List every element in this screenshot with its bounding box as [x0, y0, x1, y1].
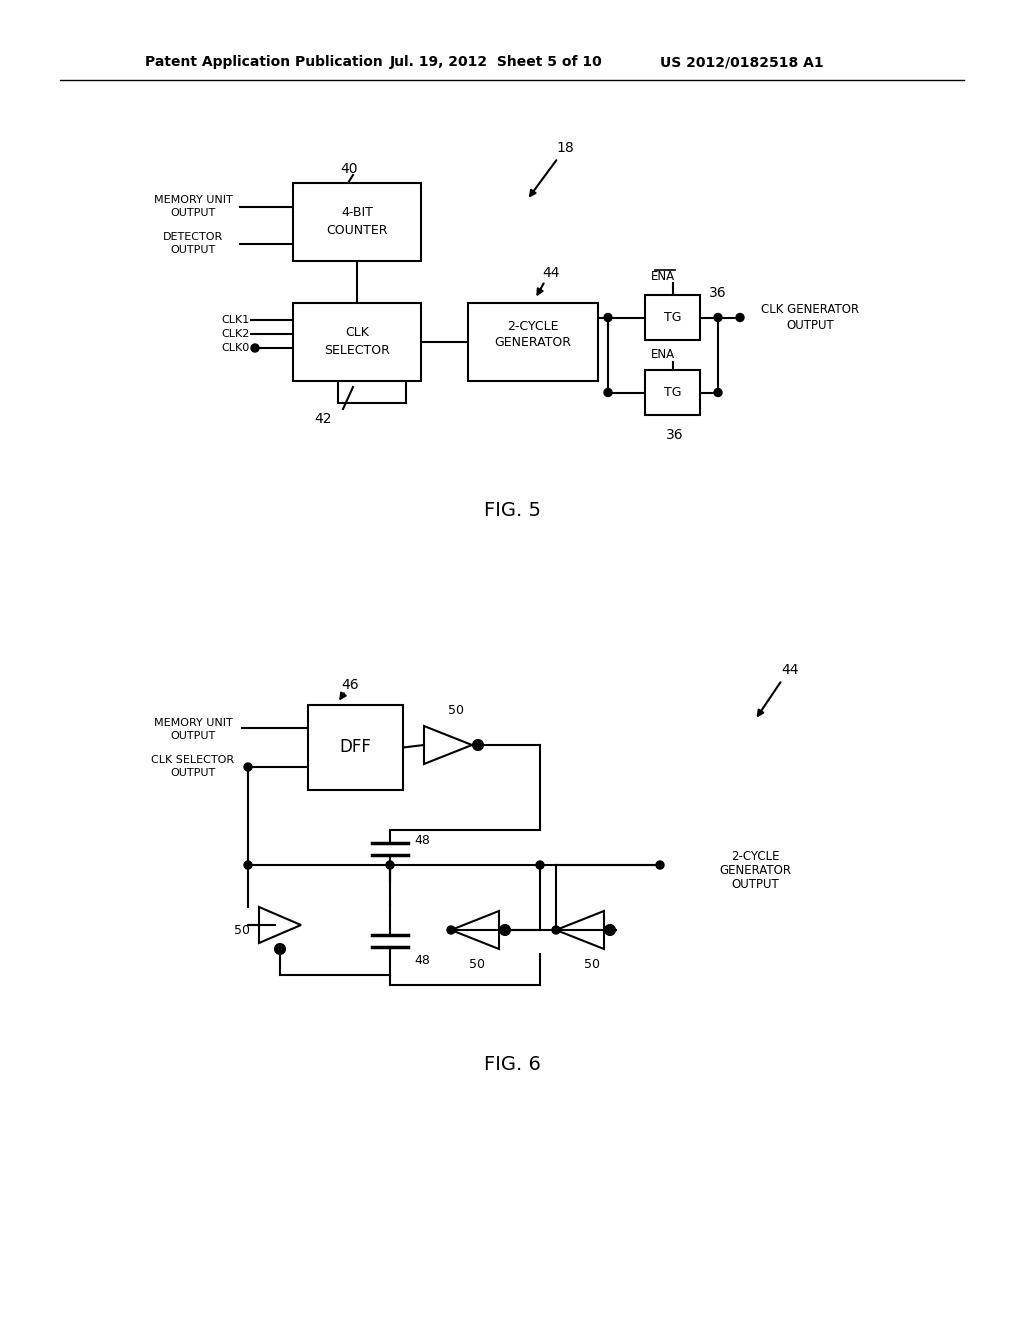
Text: OUTPUT: OUTPUT [170, 209, 216, 218]
Text: OUTPUT: OUTPUT [731, 879, 779, 891]
Text: 50: 50 [449, 705, 464, 718]
Circle shape [244, 763, 252, 771]
Text: GENERATOR: GENERATOR [495, 335, 571, 348]
Circle shape [275, 944, 285, 954]
Text: 18: 18 [556, 141, 573, 154]
Text: CLK0: CLK0 [222, 343, 250, 352]
Bar [308, 705, 403, 789]
Text: SELECTOR: SELECTOR [324, 345, 390, 358]
Text: 44: 44 [543, 267, 560, 280]
Text: MEMORY UNIT: MEMORY UNIT [154, 718, 232, 729]
Circle shape [604, 388, 612, 396]
Circle shape [447, 927, 455, 935]
Circle shape [656, 861, 664, 869]
Bar [468, 304, 598, 381]
Circle shape [604, 314, 612, 322]
Text: Jul. 19, 2012  Sheet 5 of 10: Jul. 19, 2012 Sheet 5 of 10 [390, 55, 603, 69]
Circle shape [552, 927, 560, 935]
Text: 36: 36 [710, 286, 727, 300]
Circle shape [736, 314, 744, 322]
Text: TG: TG [664, 385, 681, 399]
Circle shape [536, 861, 544, 869]
Text: 36: 36 [666, 428, 683, 442]
Bar [645, 294, 700, 341]
Text: CLK GENERATOR: CLK GENERATOR [761, 304, 859, 315]
Text: FIG. 5: FIG. 5 [483, 500, 541, 520]
Text: OUTPUT: OUTPUT [786, 319, 834, 333]
Text: CLK SELECTOR: CLK SELECTOR [152, 755, 234, 766]
Text: ENA: ENA [650, 271, 675, 284]
Text: MEMORY UNIT: MEMORY UNIT [154, 195, 232, 205]
Text: OUTPUT: OUTPUT [170, 731, 216, 741]
Text: 50: 50 [469, 957, 485, 970]
Text: DETECTOR: DETECTOR [163, 232, 223, 242]
Text: 2-CYCLE: 2-CYCLE [507, 319, 559, 333]
Circle shape [500, 925, 510, 935]
Text: 48: 48 [414, 954, 430, 968]
Text: CLK: CLK [345, 326, 369, 339]
Text: COUNTER: COUNTER [327, 224, 388, 238]
Text: GENERATOR: GENERATOR [719, 865, 791, 878]
Circle shape [244, 861, 252, 869]
Text: FIG. 6: FIG. 6 [483, 1056, 541, 1074]
Text: 46: 46 [342, 678, 359, 692]
Circle shape [386, 861, 394, 869]
Bar [293, 304, 421, 381]
Text: US 2012/0182518 A1: US 2012/0182518 A1 [660, 55, 823, 69]
Text: 40: 40 [340, 162, 357, 176]
Circle shape [605, 925, 615, 935]
Text: 42: 42 [314, 412, 332, 426]
Text: 50: 50 [584, 957, 600, 970]
Text: ENA: ENA [650, 348, 675, 362]
Text: OUTPUT: OUTPUT [170, 246, 216, 255]
Circle shape [473, 741, 483, 750]
Circle shape [714, 314, 722, 322]
Text: 44: 44 [781, 663, 799, 677]
Text: 48: 48 [414, 834, 430, 847]
Text: OUTPUT: OUTPUT [170, 768, 216, 777]
Circle shape [714, 388, 722, 396]
Bar [645, 370, 700, 414]
Text: CLK2: CLK2 [221, 329, 250, 339]
Text: CLK1: CLK1 [222, 315, 250, 325]
Text: TG: TG [664, 312, 681, 323]
Text: 2-CYCLE: 2-CYCLE [731, 850, 779, 863]
Text: 4-BIT: 4-BIT [341, 206, 373, 219]
Text: DFF: DFF [340, 738, 372, 756]
Text: 50: 50 [234, 924, 250, 936]
Bar [293, 183, 421, 261]
Circle shape [251, 345, 259, 352]
Text: Patent Application Publication: Patent Application Publication [145, 55, 383, 69]
